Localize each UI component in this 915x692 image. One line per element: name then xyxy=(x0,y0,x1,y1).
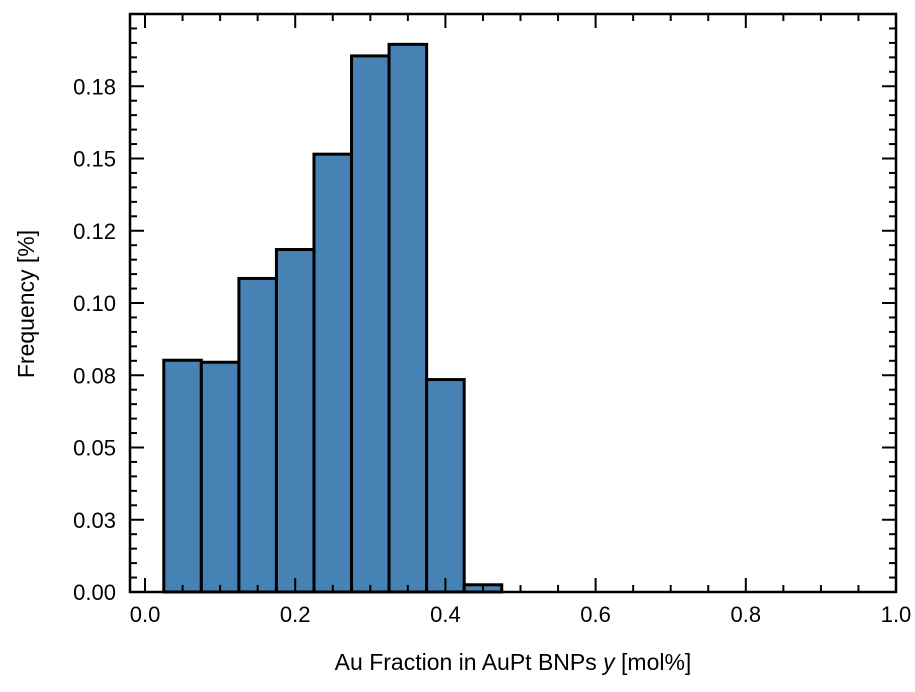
histogram-bar xyxy=(425,378,466,594)
x-axis-label-unit: [mol%] xyxy=(621,649,691,675)
y-tick-label: 0.10 xyxy=(73,291,116,316)
histogram-bar xyxy=(387,42,429,594)
plot-frame xyxy=(128,12,898,594)
x-tick-label: 0.0 xyxy=(130,602,161,627)
histogram-bar xyxy=(312,152,354,594)
y-tick-label: 0.05 xyxy=(73,436,116,461)
y-tick-label: 0.03 xyxy=(73,508,116,533)
y-tick-label: 0.15 xyxy=(73,147,116,172)
y-axis-label: Frequency [%] xyxy=(13,230,39,378)
x-tick-label: 0.8 xyxy=(731,602,762,627)
histogram-bar xyxy=(199,360,241,594)
x-tick-label: 0.2 xyxy=(280,602,311,627)
y-tick-labels: 0.00 0.03 0.05 0.08 0.10 0.12 0.15 0.18 xyxy=(73,74,116,605)
x-tick-labels: 0.0 0.2 0.4 0.6 0.8 1.0 xyxy=(130,602,912,627)
y-tick-label: 0.18 xyxy=(73,74,116,99)
histogram-bar xyxy=(162,358,203,594)
x-axis-label: Au Fraction in AuPt BNPs y [mol%] xyxy=(335,649,692,675)
x-axis-label-variable: y xyxy=(601,649,616,675)
x-tick-label: 0.4 xyxy=(430,602,461,627)
y-tick-label: 0.12 xyxy=(73,219,116,244)
x-tick-label: 0.6 xyxy=(580,602,611,627)
y-tick-label: 0.08 xyxy=(73,363,116,388)
histogram-bars xyxy=(162,42,504,594)
y-tick-label: 0.00 xyxy=(73,580,116,605)
histogram-bar xyxy=(350,54,391,594)
histogram-bar xyxy=(237,276,278,594)
x-axis-label-text: Au Fraction in AuPt BNPs xyxy=(335,649,597,675)
x-tick-label: 1.0 xyxy=(881,602,912,627)
histogram-bar xyxy=(274,248,316,594)
